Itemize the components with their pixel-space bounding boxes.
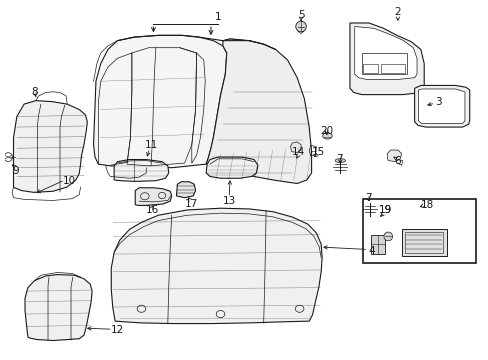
Text: 20: 20	[320, 126, 333, 136]
Text: 7: 7	[335, 154, 342, 164]
Text: 19: 19	[379, 205, 392, 215]
Ellipse shape	[364, 201, 374, 205]
Polygon shape	[176, 182, 195, 198]
Text: 16: 16	[145, 204, 158, 215]
Polygon shape	[290, 142, 301, 153]
Text: 18: 18	[420, 200, 433, 210]
Bar	[404, 232, 443, 253]
Polygon shape	[349, 23, 424, 95]
Text: 8: 8	[31, 87, 38, 97]
Text: 9: 9	[13, 166, 19, 176]
Polygon shape	[14, 100, 87, 192]
Bar	[363, 64, 377, 73]
Text: 17: 17	[185, 199, 198, 209]
Polygon shape	[354, 27, 416, 80]
Text: 2: 2	[394, 8, 400, 17]
Ellipse shape	[322, 133, 331, 139]
Text: 12: 12	[111, 325, 124, 335]
Polygon shape	[414, 85, 469, 127]
Text: 14: 14	[291, 148, 305, 157]
Text: 3: 3	[434, 98, 441, 107]
Text: 1: 1	[214, 12, 221, 22]
Bar	[380, 64, 404, 73]
Polygon shape	[206, 157, 257, 178]
Text: 4: 4	[367, 246, 374, 256]
Polygon shape	[93, 35, 226, 168]
Text: 7: 7	[364, 193, 371, 203]
Bar	[401, 229, 447, 256]
Polygon shape	[111, 208, 322, 324]
Text: 19: 19	[379, 205, 392, 215]
Ellipse shape	[334, 159, 345, 162]
Text: 6: 6	[394, 156, 400, 166]
Polygon shape	[206, 39, 311, 184]
Bar	[363, 199, 475, 263]
Bar	[370, 235, 384, 254]
Polygon shape	[418, 89, 464, 123]
Text: 10: 10	[63, 176, 76, 186]
Text: 15: 15	[311, 148, 325, 157]
Polygon shape	[114, 159, 168, 181]
Ellipse shape	[295, 21, 305, 32]
Text: 13: 13	[222, 196, 235, 206]
Ellipse shape	[383, 232, 392, 241]
Text: 5: 5	[297, 10, 304, 20]
Bar	[361, 53, 407, 74]
Polygon shape	[25, 275, 92, 341]
Polygon shape	[386, 150, 401, 162]
Text: 11: 11	[144, 140, 157, 150]
Polygon shape	[135, 188, 171, 206]
